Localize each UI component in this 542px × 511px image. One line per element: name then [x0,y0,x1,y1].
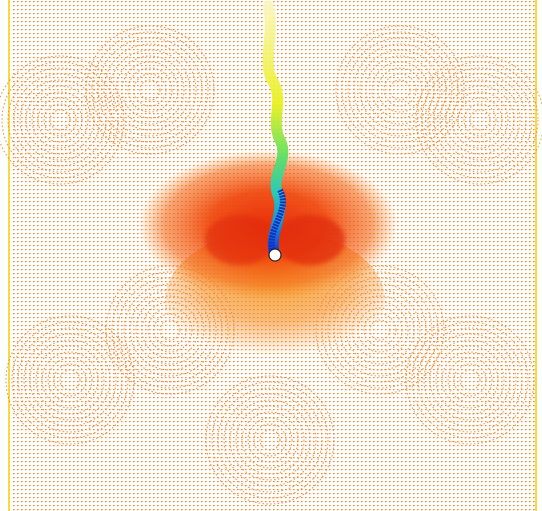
core-lobe [205,215,275,265]
flow-view [0,0,542,511]
page: (() => { const svg = document.getElement… [0,0,542,511]
core-lobe [275,215,345,265]
obstacle [269,249,281,261]
